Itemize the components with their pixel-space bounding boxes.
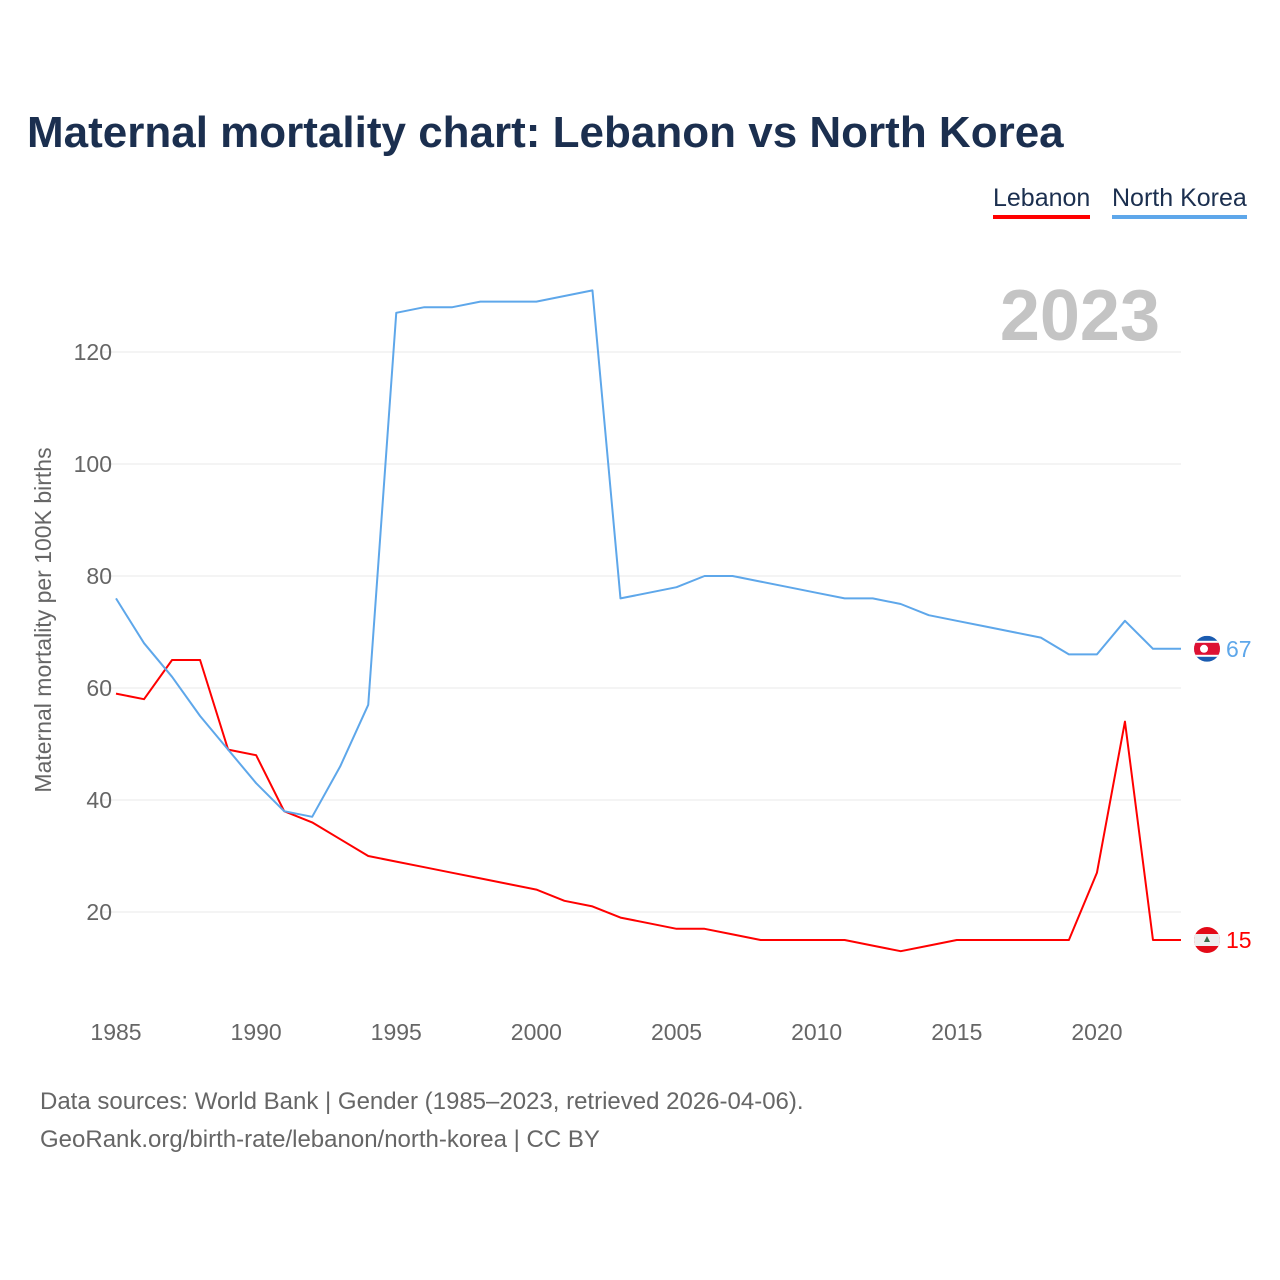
y-tick-label: 20 xyxy=(86,899,112,925)
series-line-north-korea xyxy=(115,289,1181,818)
y-tick-label: 80 xyxy=(86,563,112,589)
x-tick-label: 2005 xyxy=(651,1019,702,1045)
x-tick-label: 1985 xyxy=(90,1019,141,1045)
end-value-label: 67 xyxy=(1226,636,1252,662)
x-tick-label: 2000 xyxy=(511,1019,562,1045)
x-tick-label: 2020 xyxy=(1071,1019,1122,1045)
series-line-lebanon xyxy=(115,659,1181,953)
y-axis-label: Maternal mortality per 100K births xyxy=(30,447,56,792)
footer-link[interactable]: GeoRank.org/birth-rate/lebanon/north-kor… xyxy=(40,1126,600,1153)
north-korea-flag-icon xyxy=(1194,635,1220,662)
year-watermark: 2023 xyxy=(1000,276,1160,356)
footer-sources: Data sources: World Bank | Gender (1985–… xyxy=(40,1088,804,1115)
y-tick-label: 60 xyxy=(86,675,112,701)
y-tick-label: 100 xyxy=(74,451,112,477)
x-tick-label: 1995 xyxy=(371,1019,422,1045)
legend-lebanon[interactable]: Lebanon xyxy=(993,184,1091,219)
y-tick-label: 120 xyxy=(74,339,112,365)
end-value-label: 15 xyxy=(1226,927,1252,953)
legend-north-korea[interactable]: North Korea xyxy=(1112,184,1247,219)
y-tick-label: 40 xyxy=(86,787,112,813)
x-tick-label: 1990 xyxy=(231,1019,282,1045)
x-tick-label: 2010 xyxy=(791,1019,842,1045)
lebanon-flag-icon xyxy=(1194,927,1220,953)
x-tick-label: 2015 xyxy=(931,1019,982,1045)
chart-title: Maternal mortality chart: Lebanon vs Nor… xyxy=(27,108,1064,157)
